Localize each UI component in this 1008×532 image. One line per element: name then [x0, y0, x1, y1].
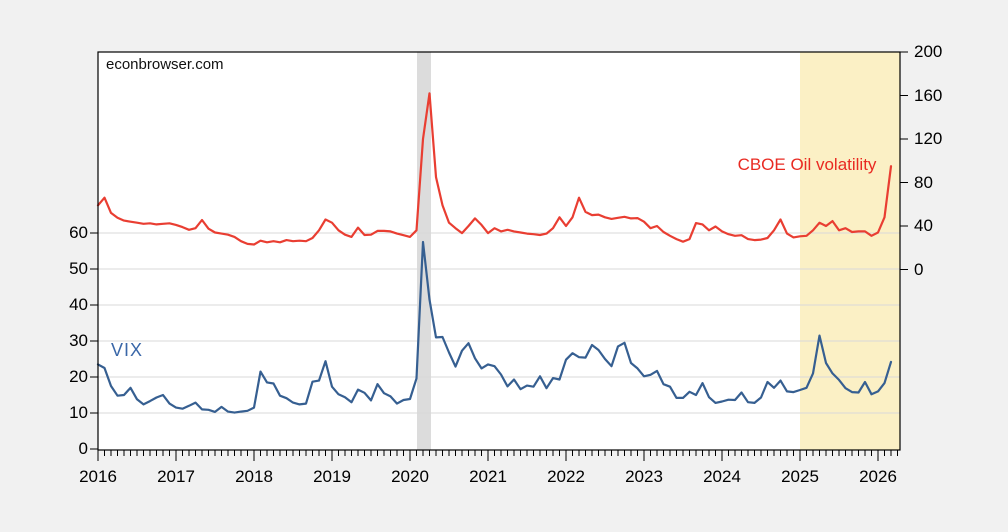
x-axis-tick-label: 2021 — [469, 467, 507, 486]
left-axis-tick-label: 0 — [78, 439, 88, 458]
right-axis-tick-label: 120 — [914, 129, 943, 148]
series-line-cboe-oil-volatility — [96, 92, 893, 246]
series-line-vix — [96, 240, 893, 414]
left-axis-tick-label: 30 — [69, 331, 88, 350]
right-axis-tick-label: 0 — [914, 259, 924, 279]
x-axis-tick-label: 2026 — [859, 467, 897, 486]
watermark: econbrowser.com — [106, 56, 224, 73]
left-axis-tick-label: 10 — [69, 403, 88, 422]
plot-frame — [97, 51, 901, 451]
x-axis-tick-label: 2023 — [625, 467, 663, 486]
left-axis-tick-label: 20 — [69, 367, 88, 386]
right-axis-tick-label: 160 — [914, 85, 943, 105]
x-axis-tick-label: 2018 — [235, 467, 273, 486]
left-axis-tick-label: 50 — [69, 259, 88, 278]
x-axis-tick-label: 2020 — [391, 467, 429, 486]
axis-ticks — [90, 51, 908, 461]
right-axis-tick-label: 80 — [914, 172, 933, 192]
x-axis-tick-label: 2024 — [703, 467, 741, 486]
plot-area — [98, 52, 900, 450]
x-axis-tick-label: 2019 — [313, 467, 351, 486]
left-axis-tick-label: 60 — [69, 223, 88, 242]
right-axis-tick-label: 200 — [914, 42, 943, 61]
x-axis-tick-label: 2016 — [79, 467, 117, 486]
x-axis-tick-label: 2017 — [157, 467, 195, 486]
series-label-cboe-oil-volatility: CBOE Oil volatility — [737, 155, 877, 174]
right-axis-tick-label: 40 — [914, 216, 933, 235]
x-axis-tick-label: 2022 — [547, 467, 585, 486]
x-axis-tick-label: 2025 — [781, 467, 819, 486]
series-label-vix: VIX — [111, 340, 144, 360]
left-axis-tick-label: 40 — [69, 295, 88, 314]
